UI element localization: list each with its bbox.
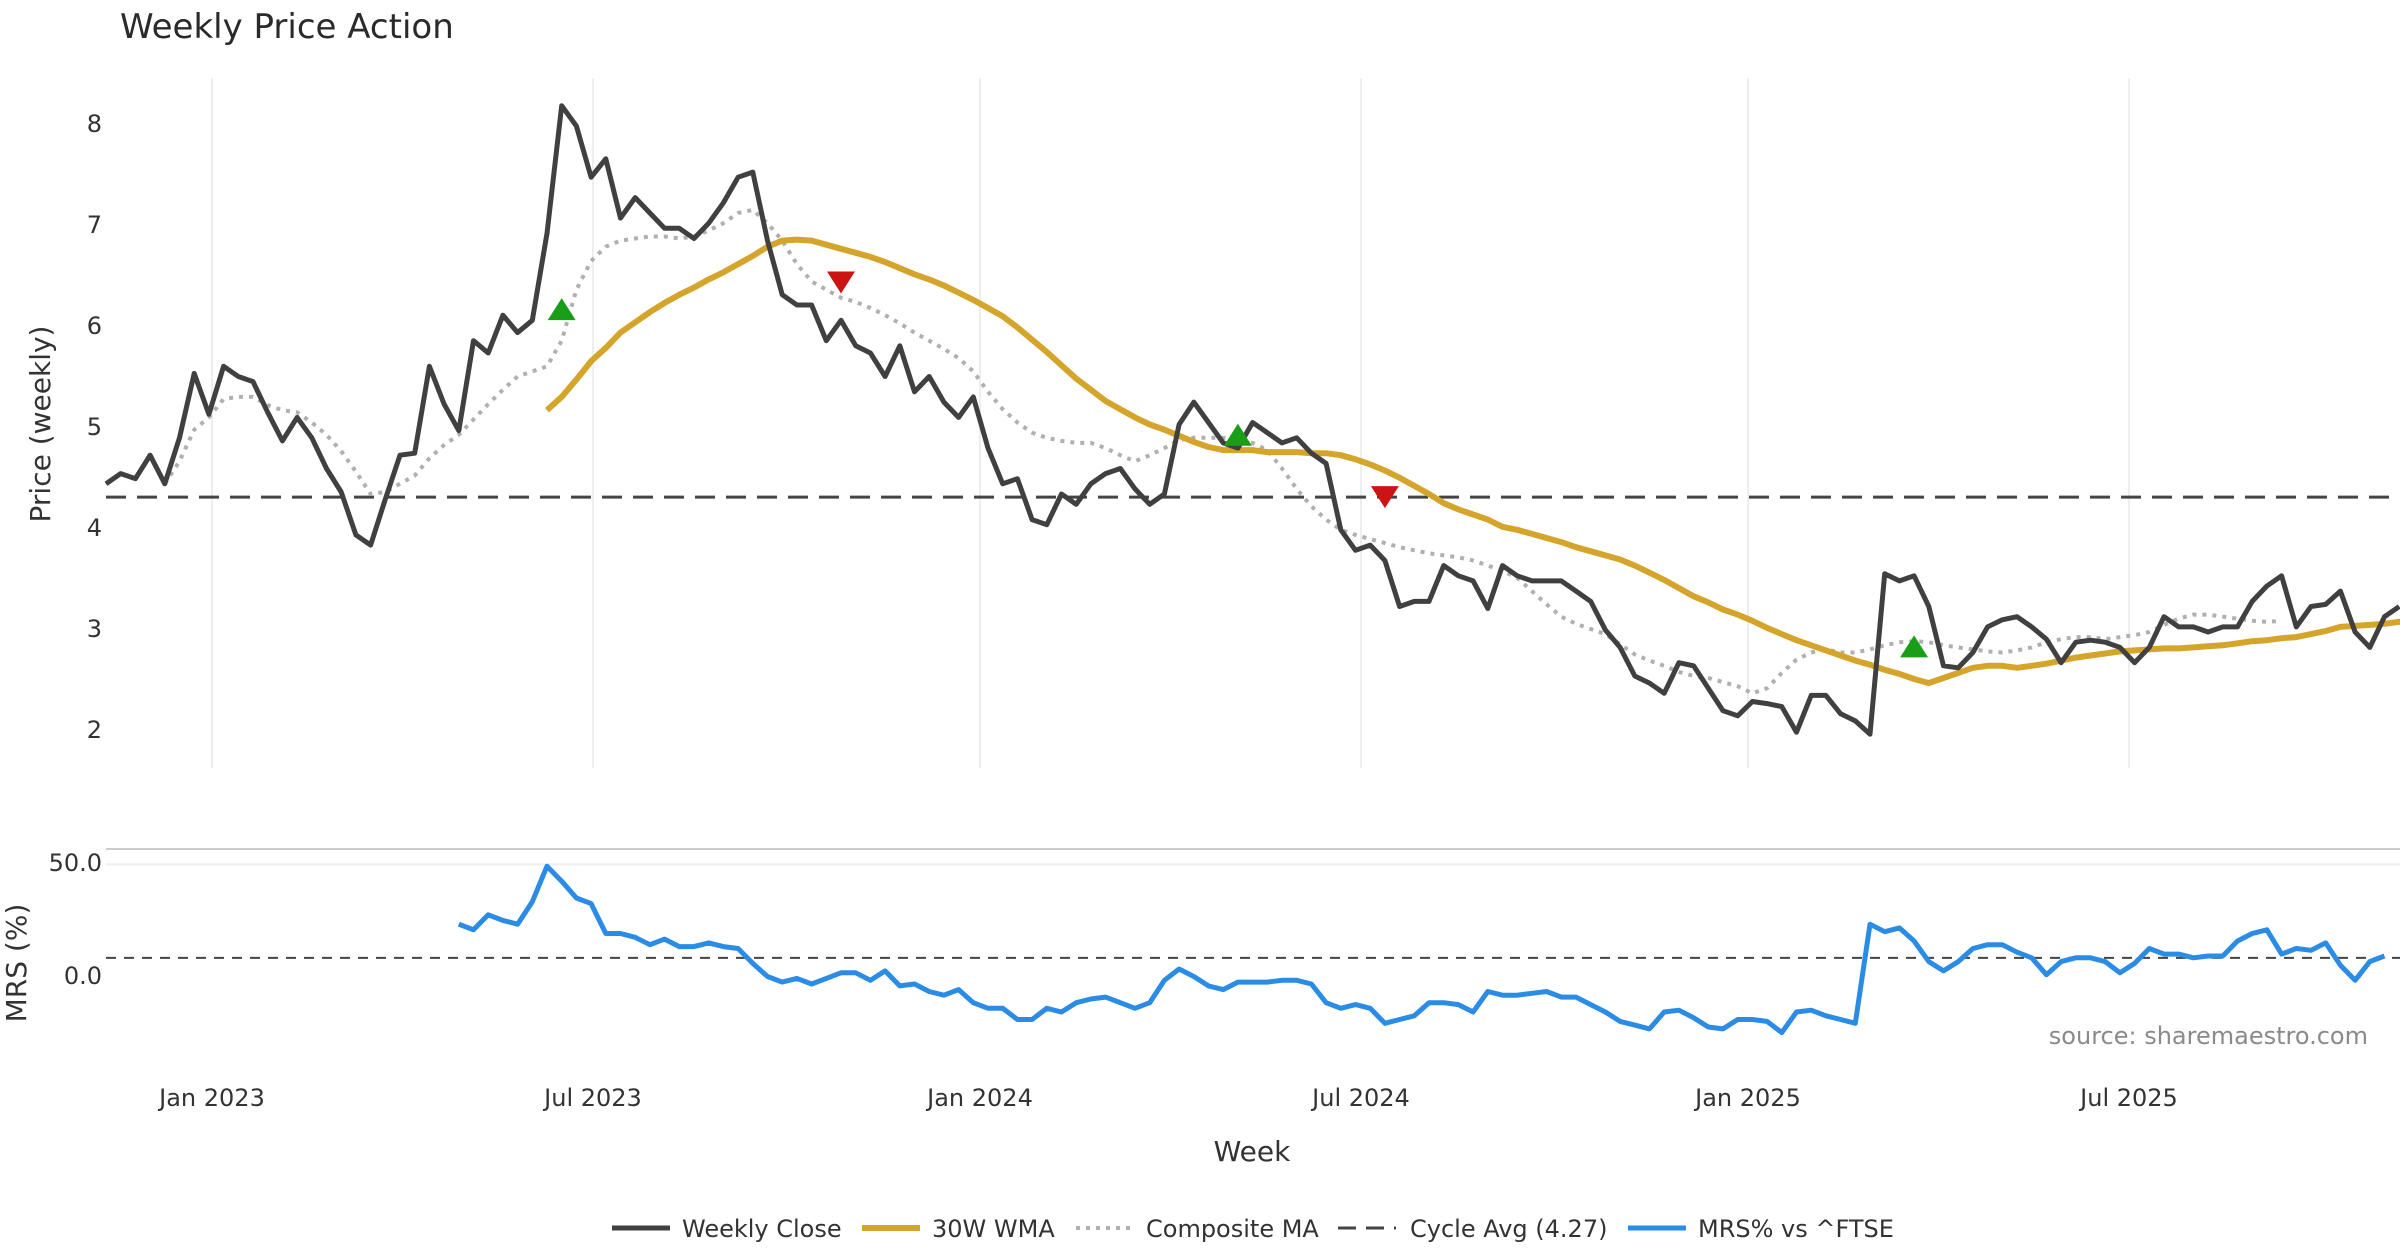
buy-signal-marker <box>1900 635 1929 658</box>
legend-item-cycle: Cycle Avg (4.27) <box>1338 1215 1607 1243</box>
upper-gridlines <box>211 78 2130 768</box>
mrs-axis-title: MRS (%) <box>0 904 33 1023</box>
composite-ma-line <box>163 207 2282 696</box>
y-tick-label: 2 <box>87 716 102 744</box>
y-axis-title: Price (weekly) <box>24 326 57 523</box>
legend-label: Weekly Close <box>682 1215 842 1243</box>
x-tick-label: Jan 2024 <box>925 1084 1033 1112</box>
lower-y-ticks: 50.0 0.0 <box>49 849 102 990</box>
upper-y-ticks: 8 7 6 5 4 3 2 <box>87 110 102 744</box>
chart-title: Weekly Price Action <box>120 7 454 47</box>
x-tick-label: Jul 2024 <box>1310 1084 1410 1112</box>
y-tick-label: 5 <box>87 413 102 441</box>
buy-signal-marker <box>547 298 576 321</box>
wma-line <box>544 236 2400 687</box>
x-tick-label: Jan 2023 <box>157 1084 265 1112</box>
x-ticks: Jan 2023 Jul 2023 Jan 2024 Jul 2024 Jan … <box>157 1084 2178 1112</box>
legend: Weekly Close 30W WMA Composite MA Cycle … <box>612 1215 1894 1243</box>
signal-markers <box>547 271 1929 658</box>
sell-signal-marker <box>1370 486 1399 509</box>
y-tick-label: 7 <box>87 211 102 239</box>
y-tick-label: 6 <box>87 312 102 340</box>
x-tick-label: Jul 2023 <box>542 1084 642 1112</box>
mrs-tick-label: 0.0 <box>64 962 102 990</box>
legend-item-weekly-close: Weekly Close <box>612 1215 842 1243</box>
legend-label: 30W WMA <box>932 1215 1055 1243</box>
legend-label: MRS% vs ^FTSE <box>1698 1215 1894 1243</box>
sell-signal-marker <box>827 271 855 294</box>
legend-item-mrs: MRS% vs ^FTSE <box>1628 1215 1894 1243</box>
legend-item-wma: 30W WMA <box>862 1215 1055 1243</box>
weekly-close-line <box>104 103 2400 737</box>
y-tick-label: 3 <box>87 615 102 643</box>
x-axis-title: Week <box>1214 1135 1291 1168</box>
series-layer <box>104 103 2400 1036</box>
source-note: source: sharemaestro.com <box>2049 1022 2368 1050</box>
legend-label: Composite MA <box>1146 1215 1319 1243</box>
legend-item-composite: Composite MA <box>1076 1215 1319 1243</box>
x-tick-label: Jul 2025 <box>2078 1084 2178 1112</box>
legend-label: Cycle Avg (4.27) <box>1410 1215 1607 1243</box>
mrs-line <box>457 863 2386 1036</box>
mrs-tick-label: 50.0 <box>49 849 102 877</box>
y-tick-label: 8 <box>87 110 102 138</box>
x-tick-label: Jan 2025 <box>1693 1084 1801 1112</box>
buy-signal-marker <box>1223 423 1252 446</box>
y-tick-label: 4 <box>87 514 102 542</box>
